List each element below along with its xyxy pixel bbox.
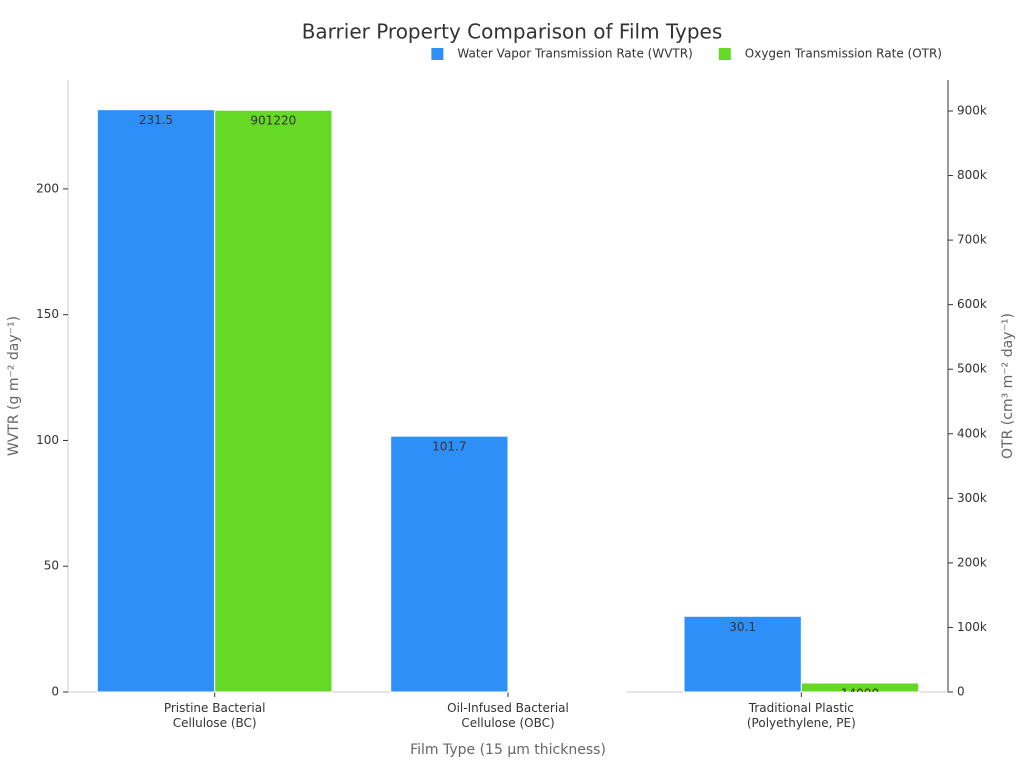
y2-tick-label: 200k <box>957 555 987 569</box>
chart-title: Barrier Property Comparison of Film Type… <box>302 20 723 44</box>
value-label: 30.1 <box>729 620 756 634</box>
bar <box>214 109 333 693</box>
bar <box>96 109 216 693</box>
y-tick-label: 50 <box>44 559 59 573</box>
x-tick-label: Pristine Bacterial Cellulose (BC) <box>164 701 266 730</box>
bar <box>800 682 920 693</box>
y2-tick-label: 800k <box>957 168 987 182</box>
y2-tick-label: 100k <box>957 620 987 634</box>
x-tick-label: Oil-Infused Bacterial Cellulose (OBC) <box>447 701 569 730</box>
y-tick-label: 150 <box>36 307 59 321</box>
y-tick-label: 0 <box>51 685 59 699</box>
legend-label: Water Vapor Transmission Rate (WVTR) <box>457 47 692 61</box>
y-tick-label: 200 <box>36 181 59 195</box>
legend-label: Oxygen Transmission Rate (OTR) <box>745 47 942 61</box>
bar <box>507 690 626 693</box>
bar <box>683 615 802 693</box>
value-label: 231.5 <box>139 113 173 127</box>
y2-tick-label: 500k <box>957 362 987 376</box>
y2-tick-label: 400k <box>957 426 987 440</box>
legend-swatch <box>431 48 444 60</box>
y2-tick-label: 300k <box>957 491 987 505</box>
x-tick-label: Traditional Plastic (Polyethylene, PE) <box>747 701 856 730</box>
value-label: 901220 <box>250 114 296 128</box>
y2-tick-label: 700k <box>957 233 987 247</box>
x-axis-title: Film Type (15 µm thickness) <box>410 742 606 758</box>
y2-tick-label: 600k <box>957 297 987 311</box>
y2-tick-label: 900k <box>957 103 987 117</box>
value-label: 101.7 <box>432 440 466 454</box>
legend-swatch <box>718 48 731 60</box>
value-label: 14000 <box>841 686 879 700</box>
y2-tick-label: 0 <box>957 685 965 699</box>
y-axis-title: WVTR (g m⁻² day⁻¹) <box>6 316 22 456</box>
bar <box>390 435 509 693</box>
y2-axis-title: OTR (cm³ m⁻² day⁻¹) <box>1000 313 1016 459</box>
y-tick-label: 100 <box>36 433 59 447</box>
